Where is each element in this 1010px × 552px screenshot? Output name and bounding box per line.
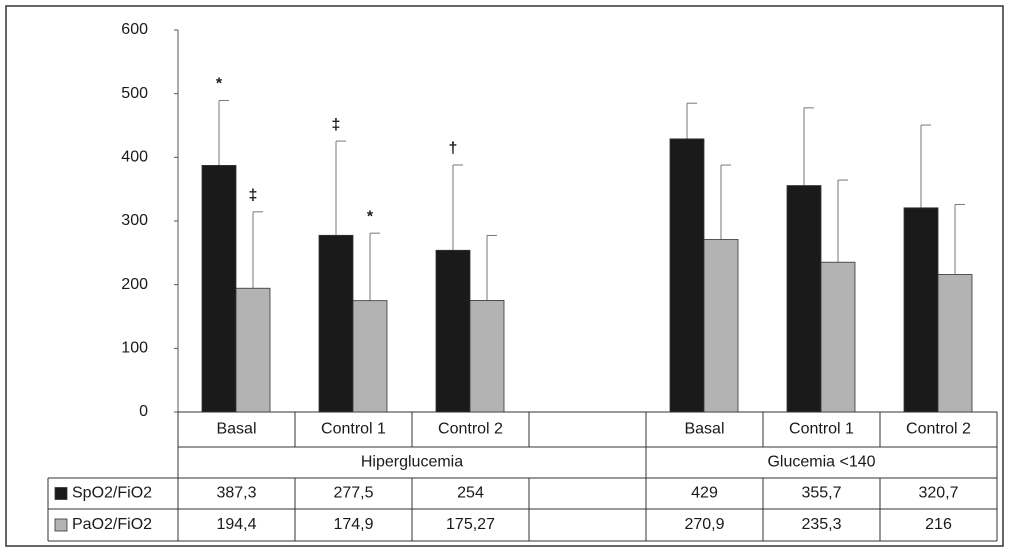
bar xyxy=(318,234,354,413)
table-value: 320,7 xyxy=(918,485,958,502)
y-tick-label: 100 xyxy=(121,340,148,357)
bar xyxy=(669,138,705,413)
x-tick-label: Control 1 xyxy=(321,421,386,438)
y-tick-label: 300 xyxy=(121,212,148,229)
annotation: * xyxy=(216,76,223,93)
table-value: 174,9 xyxy=(333,516,373,533)
legend-swatch xyxy=(54,487,68,500)
table-value: 270,9 xyxy=(684,516,724,533)
table-value: 194,4 xyxy=(216,516,256,533)
annotation: † xyxy=(449,140,458,157)
x-tick-label: Control 2 xyxy=(438,421,503,438)
group-label: Glucemia <140 xyxy=(767,454,875,471)
annotation: * xyxy=(367,208,374,225)
table-value: 387,3 xyxy=(216,485,256,502)
bar xyxy=(201,165,237,413)
table-value: 429 xyxy=(691,485,718,502)
legend-label: SpO2/FiO2 xyxy=(72,485,152,502)
bar xyxy=(903,207,939,413)
bar xyxy=(703,239,739,413)
x-tick-label: Control 2 xyxy=(906,421,971,438)
y-tick-label: 200 xyxy=(121,276,148,293)
y-tick-label: 400 xyxy=(121,149,148,166)
table-value: 216 xyxy=(925,516,952,533)
legend-swatch xyxy=(54,518,68,532)
group-label: Hiperglucemia xyxy=(361,454,463,471)
bar xyxy=(352,300,388,413)
bar xyxy=(435,249,471,413)
bar xyxy=(937,274,973,413)
table-value: 355,7 xyxy=(801,485,841,502)
y-tick-label: 500 xyxy=(121,85,148,102)
y-tick-label: 600 xyxy=(121,21,148,38)
bar xyxy=(469,300,505,413)
table-value: 235,3 xyxy=(801,516,841,533)
x-tick-label: Basal xyxy=(216,421,256,438)
legend-label: PaO2/FiO2 xyxy=(72,516,152,533)
bar xyxy=(235,287,271,413)
x-tick-label: Basal xyxy=(684,421,724,438)
y-tick-label: 0 xyxy=(139,403,148,420)
frame xyxy=(5,5,1004,547)
annotation: ‡ xyxy=(332,116,341,133)
bar xyxy=(786,185,822,413)
annotation: ‡ xyxy=(249,187,258,204)
x-tick-label: Control 1 xyxy=(789,421,854,438)
table-value: 254 xyxy=(457,485,484,502)
table-value: 277,5 xyxy=(333,485,373,502)
table-value: 175,27 xyxy=(446,516,495,533)
bar xyxy=(820,261,856,413)
